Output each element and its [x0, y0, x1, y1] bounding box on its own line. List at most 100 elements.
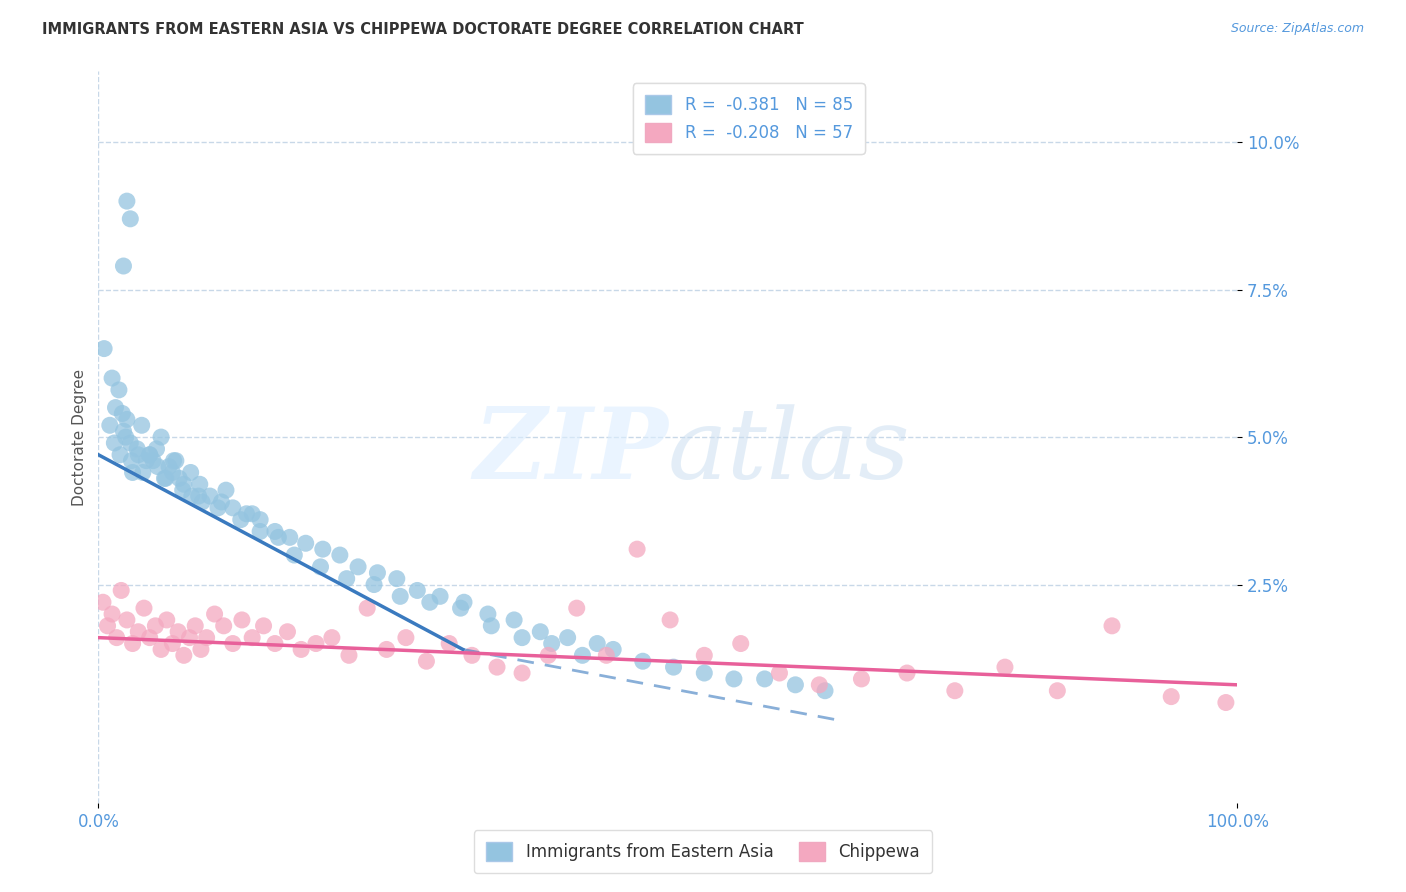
Point: [142, 453, 165, 467]
Point: [309, 559, 332, 574]
Point: [264, 636, 287, 650]
Point: [240, 631, 263, 645]
Legend: R =  -0.381   N = 85, R =  -0.208   N = 57: R = -0.381 N = 85, R = -0.208 N = 57: [633, 83, 865, 153]
Point: [450, 601, 472, 615]
Point: [222, 500, 245, 515]
Point: [104, 401, 127, 415]
Point: [131, 418, 153, 433]
Point: [631, 654, 654, 668]
Point: [896, 666, 918, 681]
Point: [180, 466, 202, 480]
Point: [1215, 696, 1237, 710]
Point: [195, 631, 218, 645]
Point: [127, 624, 149, 639]
Point: [283, 548, 305, 562]
Point: [145, 442, 167, 456]
Point: [312, 542, 335, 557]
Point: [188, 477, 211, 491]
Point: [138, 631, 160, 645]
Point: [814, 683, 837, 698]
Point: [264, 524, 287, 539]
Point: [662, 660, 685, 674]
Point: [252, 619, 274, 633]
Point: [249, 513, 271, 527]
Point: [135, 453, 157, 467]
Point: [172, 483, 194, 498]
Point: [249, 524, 271, 539]
Point: [453, 595, 475, 609]
Point: [120, 211, 142, 226]
Point: [529, 624, 551, 639]
Point: [150, 642, 173, 657]
Point: [207, 500, 229, 515]
Point: [363, 577, 385, 591]
Point: [184, 619, 207, 633]
Point: [305, 636, 328, 650]
Point: [121, 636, 143, 650]
Point: [132, 466, 155, 480]
Y-axis label: Doctorate Degree: Doctorate Degree: [72, 368, 87, 506]
Point: [395, 631, 418, 645]
Point: [103, 436, 125, 450]
Point: [693, 648, 716, 663]
Point: [156, 613, 179, 627]
Point: [190, 642, 212, 657]
Point: [235, 507, 257, 521]
Point: [121, 466, 143, 480]
Point: [808, 678, 831, 692]
Point: [415, 654, 437, 668]
Point: [851, 672, 873, 686]
Point: [231, 613, 253, 627]
Point: [222, 636, 245, 650]
Point: [723, 672, 745, 686]
Point: [557, 631, 579, 645]
Point: [162, 453, 184, 467]
Point: [112, 424, 135, 438]
Point: [437, 636, 460, 650]
Point: [179, 631, 201, 645]
Point: [108, 448, 131, 462]
Point: [165, 453, 187, 467]
Legend: Immigrants from Eastern Asia, Chippewa: Immigrants from Eastern Asia, Chippewa: [474, 830, 932, 873]
Point: [112, 259, 135, 273]
Point: [146, 459, 169, 474]
Point: [267, 530, 290, 544]
Point: [1101, 619, 1123, 633]
Point: [730, 636, 752, 650]
Point: [693, 666, 716, 681]
Point: [145, 619, 167, 633]
Point: [626, 542, 648, 557]
Point: [659, 613, 682, 627]
Point: [943, 683, 966, 698]
Point: [162, 466, 184, 480]
Point: [336, 572, 359, 586]
Point: [209, 495, 232, 509]
Point: [503, 613, 526, 627]
Point: [120, 453, 142, 467]
Point: [229, 513, 252, 527]
Point: [162, 636, 184, 650]
Point: [187, 489, 209, 503]
Point: [477, 607, 499, 621]
Point: [754, 672, 776, 686]
Point: [510, 631, 533, 645]
Point: [1160, 690, 1182, 704]
Point: [329, 548, 352, 562]
Point: [120, 436, 142, 450]
Point: [127, 442, 149, 456]
Text: atlas: atlas: [668, 404, 911, 500]
Point: [406, 583, 429, 598]
Point: [127, 448, 149, 462]
Point: [290, 642, 312, 657]
Point: [101, 607, 124, 621]
Point: [111, 407, 134, 421]
Point: [278, 530, 301, 544]
Point: [155, 471, 177, 485]
Point: [537, 648, 560, 663]
Point: [1046, 683, 1069, 698]
Point: [96, 619, 118, 633]
Point: [215, 483, 238, 498]
Point: [586, 636, 609, 650]
Text: Source: ZipAtlas.com: Source: ZipAtlas.com: [1230, 22, 1364, 36]
Point: [101, 371, 124, 385]
